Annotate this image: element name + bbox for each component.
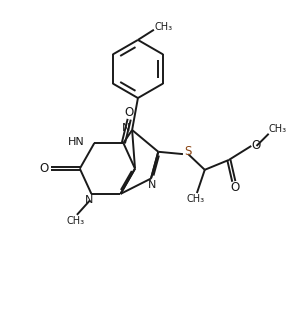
Text: O: O	[40, 162, 49, 175]
Text: O: O	[125, 106, 134, 119]
Text: CH₃: CH₃	[268, 125, 287, 134]
Text: CH₃: CH₃	[66, 216, 85, 226]
Text: N: N	[121, 123, 130, 133]
Text: S: S	[185, 145, 192, 158]
Text: N: N	[85, 195, 93, 205]
Text: HN: HN	[68, 137, 85, 147]
Text: CH₃: CH₃	[154, 22, 172, 32]
Text: O: O	[231, 181, 240, 194]
Text: O: O	[252, 139, 261, 152]
Text: N: N	[148, 180, 157, 190]
Text: CH₃: CH₃	[186, 195, 204, 204]
